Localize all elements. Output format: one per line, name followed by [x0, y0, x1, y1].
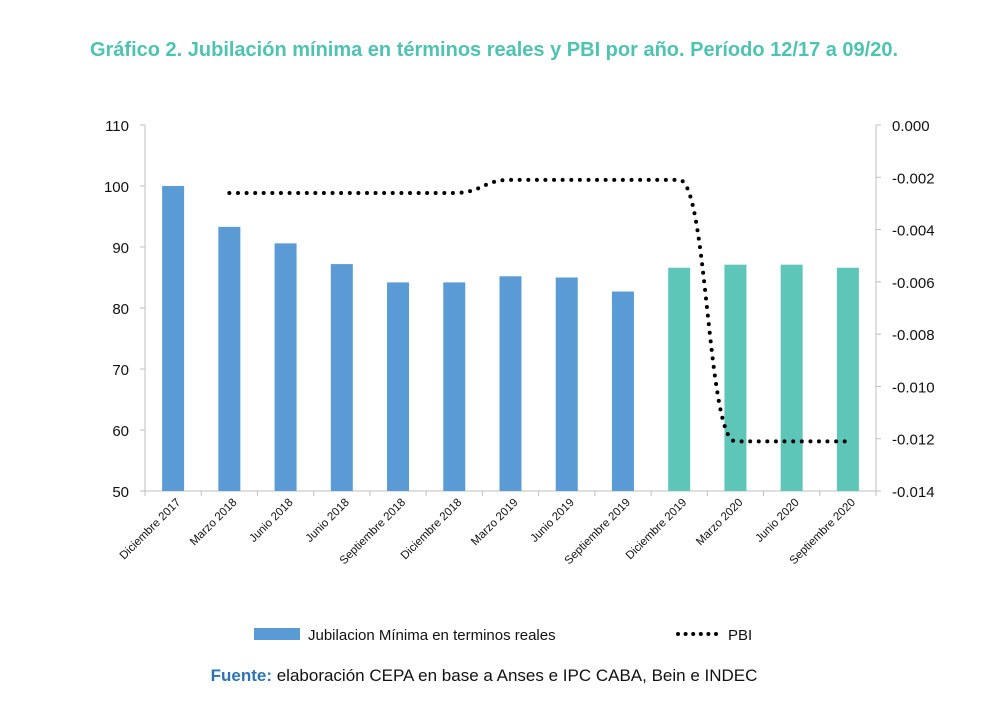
left-tick-label: 60	[112, 423, 129, 440]
bar	[611, 291, 634, 491]
bar	[724, 264, 747, 491]
bar	[499, 276, 522, 491]
left-tick-label: 100	[104, 179, 129, 196]
bar	[162, 186, 185, 491]
right-tick-label: -0.006	[892, 275, 935, 292]
x-tick-label: Diciembre 2019	[624, 497, 689, 562]
x-tick-label: Diciembre 2018	[399, 497, 464, 562]
x-tick-label: Marzo 2020	[694, 497, 745, 548]
pbi-line	[227, 177, 850, 444]
left-tick-label: 90	[112, 240, 129, 257]
bar	[274, 243, 297, 491]
chart-title: Gráfico 2. Jubilación mínima en términos…	[89, 39, 899, 61]
left-tick-label: 70	[112, 362, 129, 379]
bar	[780, 264, 803, 491]
line-series	[227, 177, 850, 444]
x-tick-label: Marzo 2019	[469, 497, 520, 548]
x-tick-label: Junio 2020	[753, 497, 801, 545]
right-tick-label: -0.010	[892, 379, 935, 396]
right-tick-label: -0.002	[892, 170, 935, 187]
left-tick-label: 110	[105, 118, 129, 135]
x-tick-label: Junio 2019	[529, 497, 577, 545]
right-tick-label: -0.008	[892, 327, 935, 344]
legend-label-pbi: PBI	[728, 627, 752, 644]
bar	[218, 226, 241, 491]
chart-legend: Jubilacion Mínima en terminos reales PBI	[254, 627, 752, 644]
x-tick-label: Marzo 2018	[188, 497, 239, 548]
bar	[443, 282, 466, 491]
left-tick-label: 80	[112, 301, 129, 318]
right-tick-label: -0.012	[892, 432, 935, 449]
right-tick-label: -0.014	[892, 484, 935, 501]
source-note: Fuente: elaboración CEPA en base a Anses…	[0, 666, 968, 686]
x-tick-label: Junio 2018	[304, 497, 352, 545]
legend-swatch-jubilacion	[254, 628, 300, 640]
bar-series	[162, 186, 859, 491]
legend-label-jubilacion: Jubilacion Mínima en terminos reales	[308, 627, 556, 644]
bar	[668, 267, 691, 491]
right-tick-label: 0.000	[892, 118, 930, 135]
bar	[330, 264, 353, 491]
source-label: Fuente:	[210, 666, 272, 685]
source-text: elaboración CEPA en base a Anses e IPC C…	[272, 666, 758, 685]
bar	[555, 277, 578, 491]
right-tick-label: -0.004	[892, 223, 935, 240]
bar	[836, 267, 859, 491]
left-tick-label: 50	[112, 484, 129, 501]
x-tick-label: Junio 2018	[247, 497, 295, 545]
bar	[387, 282, 410, 491]
x-tick-label: Diciembre 2017	[118, 497, 183, 562]
